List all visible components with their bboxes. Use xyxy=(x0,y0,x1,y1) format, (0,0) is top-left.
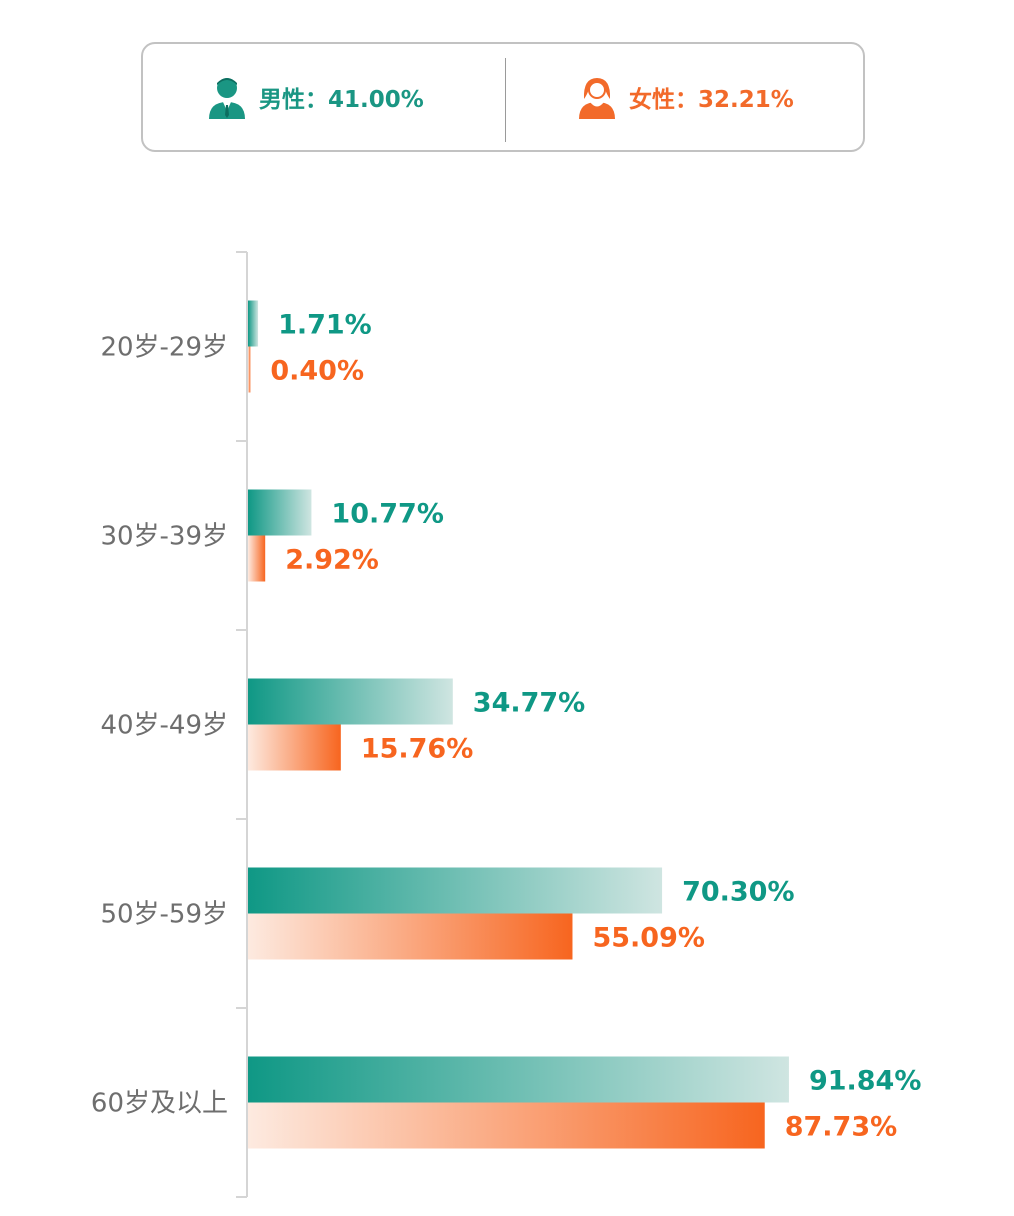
category-label: 20岁-29岁 xyxy=(100,333,228,363)
category-label: 40岁-49岁 xyxy=(100,711,228,741)
data-label-male: 91.84% xyxy=(809,1066,921,1097)
bar-male xyxy=(248,1056,789,1103)
bar-male xyxy=(248,300,259,347)
bar-male xyxy=(248,867,663,914)
data-label-male: 70.30% xyxy=(682,877,794,908)
data-label-female: 0.40% xyxy=(270,356,364,387)
data-label-male: 10.77% xyxy=(331,499,443,530)
chart-plot-area: 20岁-29岁 1.71% 0.40% 30岁-39岁 10.77% 2.92% 40岁-4… xyxy=(91,251,921,1198)
bar-male xyxy=(248,678,453,725)
male-person-icon xyxy=(209,78,245,119)
legend-divider xyxy=(505,58,506,142)
data-label-female: 15.76% xyxy=(361,734,473,765)
legend-item-male: 男性：41.00% xyxy=(205,44,424,150)
legend-label-female: 女性：32.21% xyxy=(629,87,794,113)
category-label: 30岁-39岁 xyxy=(100,522,228,552)
category-label: 60岁及以上 xyxy=(91,1089,228,1119)
legend-label-male: 男性：41.00% xyxy=(259,87,424,113)
bar-female xyxy=(248,724,341,771)
bar-female xyxy=(248,1102,765,1149)
bar-female xyxy=(248,346,251,393)
data-label-female: 2.92% xyxy=(285,545,379,576)
data-label-male: 34.77% xyxy=(473,688,585,719)
legend-box: 男性：41.00% 女性：32.21% xyxy=(141,42,865,152)
female-person-icon xyxy=(579,78,615,119)
category-label: 50岁-59岁 xyxy=(100,900,228,930)
data-label-male: 1.71% xyxy=(278,310,372,341)
data-label-female: 87.73% xyxy=(785,1112,897,1143)
bar-male xyxy=(248,489,312,536)
bar-female xyxy=(248,535,266,582)
bar-female xyxy=(248,913,573,960)
legend-item-female: 女性：32.21% xyxy=(575,44,794,150)
data-label-female: 55.09% xyxy=(592,923,704,954)
